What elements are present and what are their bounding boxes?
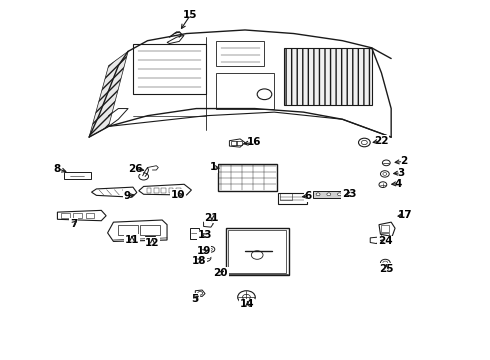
Text: 7: 7 — [70, 219, 77, 229]
Text: 12: 12 — [145, 238, 160, 248]
Bar — [236, 141, 242, 145]
Bar — [191, 228, 199, 239]
Bar — [228, 230, 287, 273]
Text: 10: 10 — [171, 190, 186, 200]
Bar — [381, 233, 389, 237]
Bar — [169, 188, 173, 193]
Text: 4: 4 — [395, 179, 402, 189]
Circle shape — [338, 193, 342, 196]
Text: 13: 13 — [198, 230, 212, 240]
Text: 15: 15 — [183, 10, 197, 20]
Bar — [284, 48, 372, 105]
Bar — [74, 212, 82, 218]
Text: 8: 8 — [54, 163, 61, 174]
Text: 25: 25 — [379, 264, 393, 274]
Polygon shape — [89, 51, 128, 137]
Bar — [161, 188, 166, 193]
Text: 11: 11 — [125, 235, 139, 245]
Text: 23: 23 — [342, 189, 357, 199]
Bar — [61, 212, 70, 218]
Text: 19: 19 — [196, 247, 211, 256]
Bar — [86, 212, 95, 218]
Bar — [381, 225, 389, 232]
Bar — [64, 172, 91, 179]
Text: 1: 1 — [210, 162, 217, 172]
Bar — [313, 191, 352, 198]
Bar — [225, 228, 289, 275]
Text: 21: 21 — [205, 213, 219, 223]
Text: 3: 3 — [397, 168, 405, 178]
Text: 18: 18 — [192, 256, 206, 266]
Bar — [145, 237, 155, 247]
Text: 26: 26 — [128, 163, 143, 174]
Bar — [216, 73, 274, 109]
Text: 6: 6 — [305, 191, 312, 201]
Text: 14: 14 — [240, 299, 255, 309]
Bar — [154, 188, 159, 193]
Text: 17: 17 — [397, 210, 412, 220]
Bar — [147, 188, 151, 193]
Text: 2: 2 — [400, 157, 407, 166]
Bar — [133, 44, 206, 94]
Bar — [278, 193, 307, 204]
Bar — [231, 141, 237, 145]
Bar — [118, 225, 138, 235]
Text: 20: 20 — [213, 268, 228, 278]
Bar — [176, 188, 181, 193]
Text: 24: 24 — [378, 237, 392, 247]
Bar — [280, 193, 292, 200]
Text: 22: 22 — [374, 136, 389, 146]
Text: 9: 9 — [123, 191, 131, 201]
Bar — [216, 41, 265, 66]
Circle shape — [327, 193, 331, 196]
Bar — [140, 225, 160, 235]
Text: 16: 16 — [246, 138, 261, 148]
Text: 5: 5 — [192, 294, 199, 303]
Circle shape — [316, 193, 320, 196]
Bar — [218, 164, 277, 191]
